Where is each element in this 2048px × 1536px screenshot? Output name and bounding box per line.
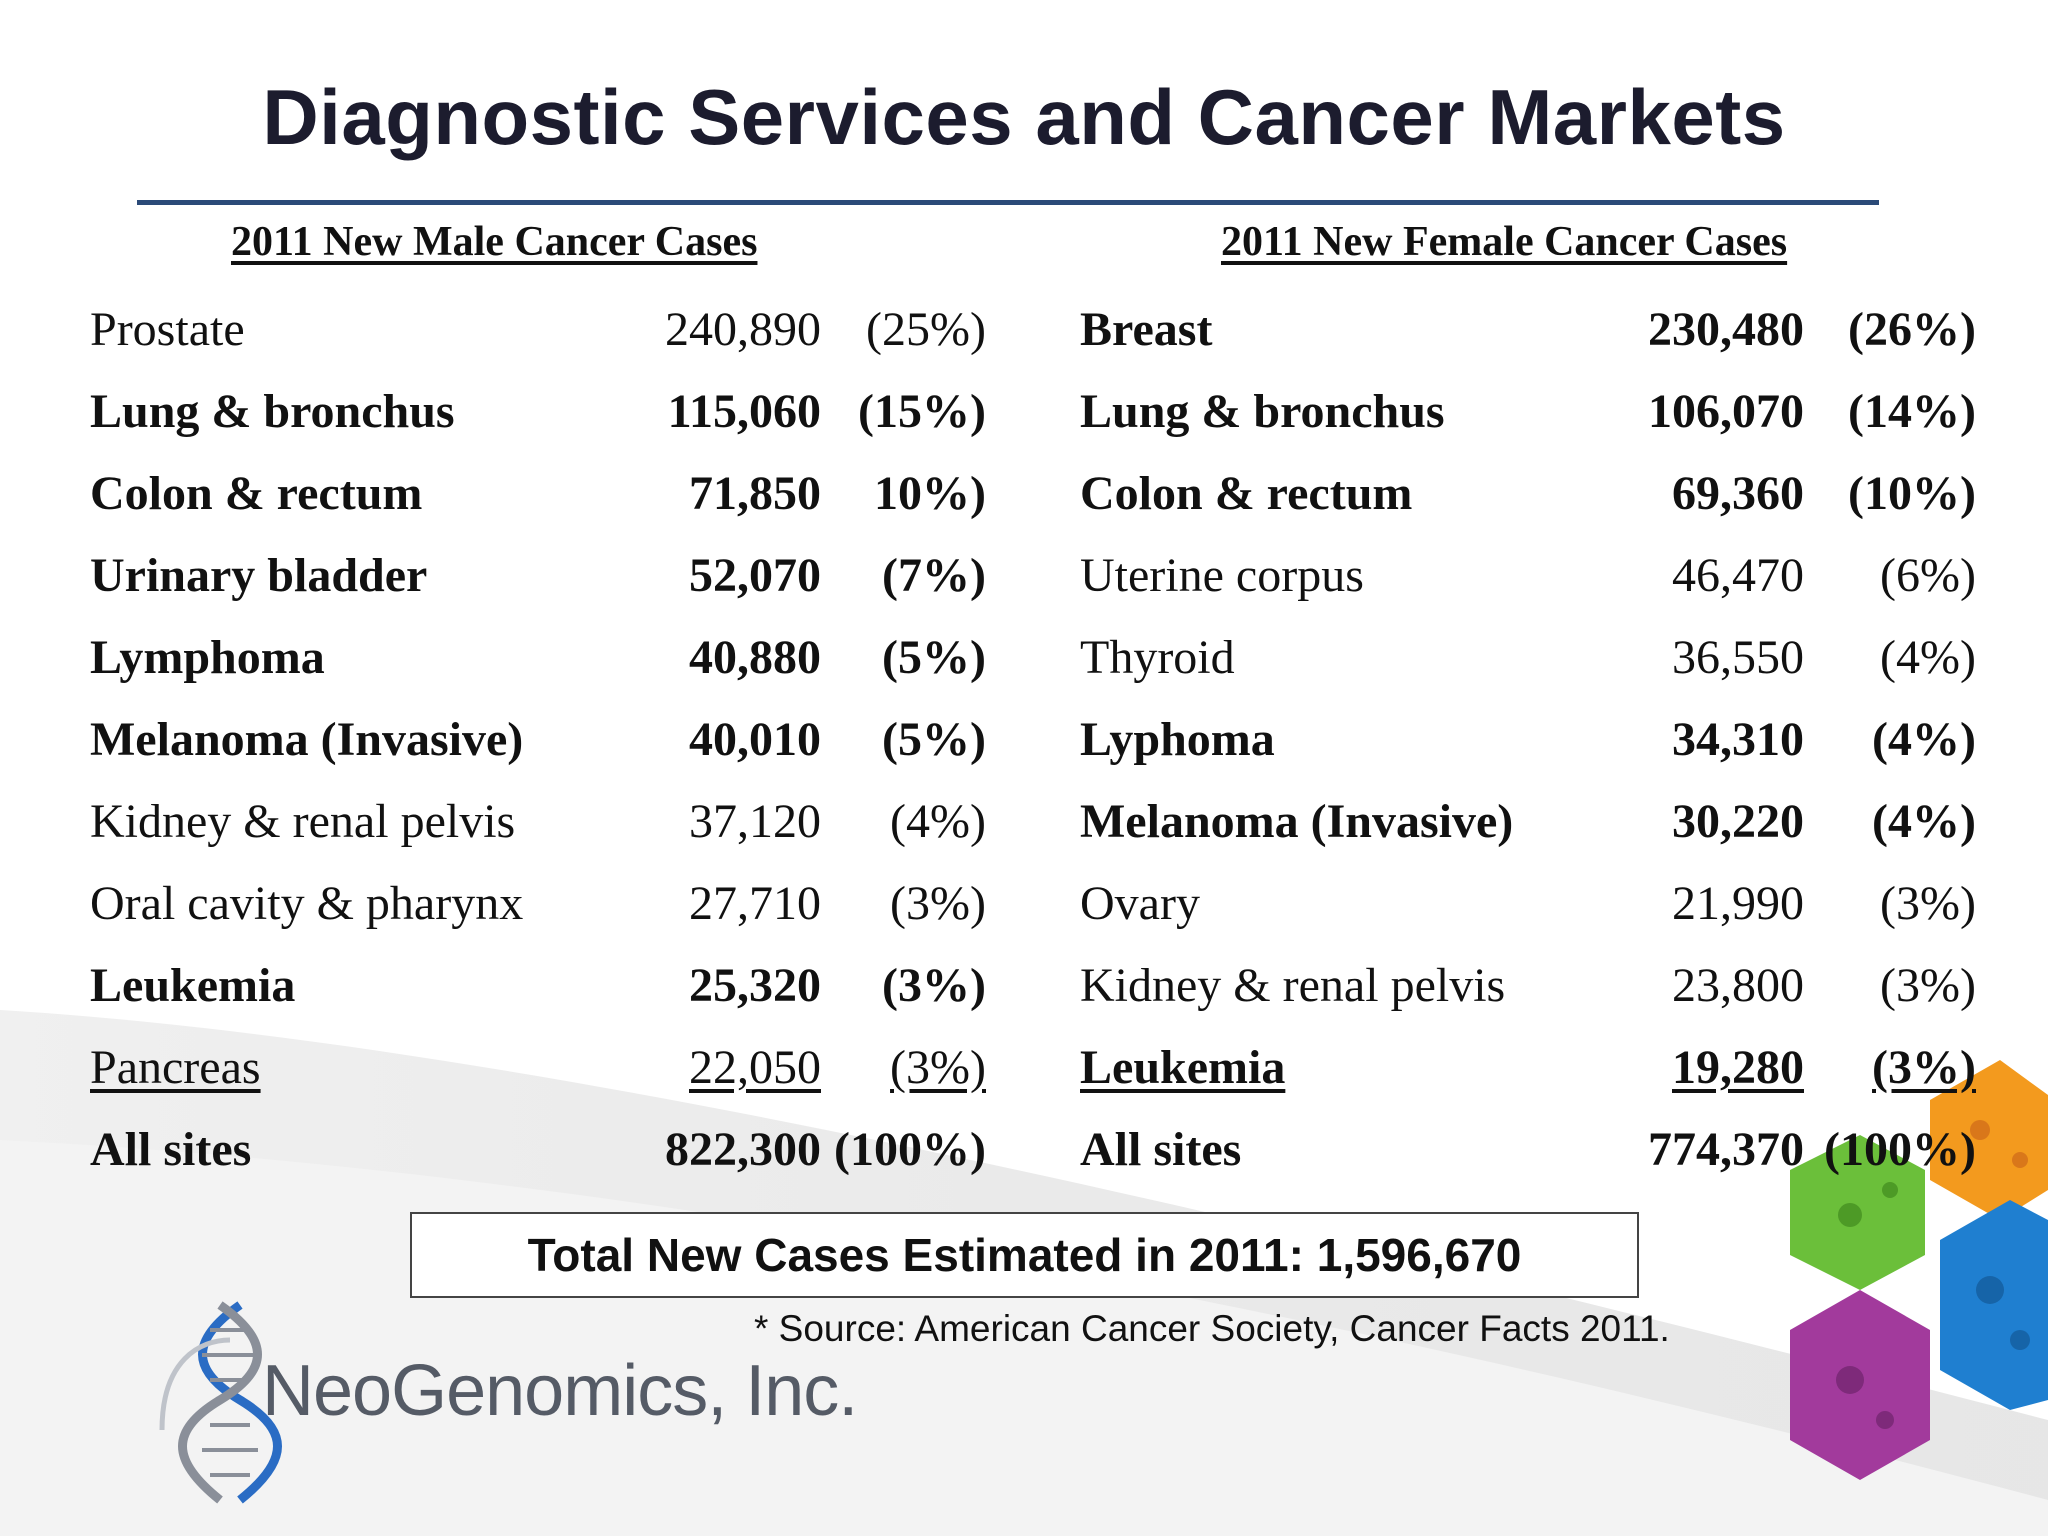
cancer-site-name: Uterine corpus xyxy=(1080,549,1364,602)
cancer-site-name: Lymphoma xyxy=(90,631,325,684)
case-percent: (100%) xyxy=(834,1123,986,1176)
case-percent: (3%) xyxy=(1880,877,1976,930)
case-percent: 10%) xyxy=(874,467,986,520)
case-percent: (3%) xyxy=(1880,959,1976,1012)
case-count: 34,310 xyxy=(1672,713,1804,766)
cancer-site-name: All sites xyxy=(90,1123,252,1176)
cancer-site-name: Prostate xyxy=(90,303,245,356)
case-count: 774,370 xyxy=(1648,1123,1804,1176)
female-table-row: Lung & bronchus 106,070 (14%) xyxy=(1080,384,1976,444)
case-count: 52,070 xyxy=(689,549,821,602)
cancer-site-name: Ovary xyxy=(1080,877,1200,930)
cancer-site-name: Lyphoma xyxy=(1080,713,1275,766)
male-table-row: Lung & bronchus 115,060 (15%) xyxy=(90,384,986,444)
cancer-site-name: Colon & rectum xyxy=(90,467,423,520)
cancer-site-name: Breast xyxy=(1080,303,1213,356)
male-table-row: Leukemia 25,320 (3%) xyxy=(90,958,986,1018)
cancer-site-name: Leukemia xyxy=(1080,1041,1286,1094)
case-count: 40,010 xyxy=(689,713,821,766)
female-table-row: Kidney & renal pelvis 23,800 (3%) xyxy=(1080,958,1976,1018)
case-percent: (6%) xyxy=(1880,549,1976,602)
case-percent: (4%) xyxy=(1880,631,1976,684)
female-table-row: Lyphoma 34,310 (4%) xyxy=(1080,712,1976,772)
cell-hexagons-graphic xyxy=(1790,1060,2048,1480)
case-percent: (3%) xyxy=(1872,1041,1976,1094)
case-count: 19,280 xyxy=(1672,1041,1804,1094)
source-note: * Source: American Cancer Society, Cance… xyxy=(754,1308,1670,1349)
case-count: 22,050 xyxy=(689,1041,821,1094)
cancer-site-name: Colon & rectum xyxy=(1080,467,1413,520)
female-table-row: Leukemia 19,280 (3%) xyxy=(1080,1040,1976,1100)
cancer-site-name: Oral cavity & pharynx xyxy=(90,877,524,930)
male-heading: 2011 New Male Cancer Cases xyxy=(231,219,758,265)
case-percent: (4%) xyxy=(1872,795,1976,848)
female-table-row: Thyroid 36,550 (4%) xyxy=(1080,630,1976,690)
case-count: 36,550 xyxy=(1672,631,1804,684)
female-table-row: Breast 230,480 (26%) xyxy=(1080,302,1976,362)
case-percent: (4%) xyxy=(890,795,986,848)
male-table-row: Kidney & renal pelvis 37,120 (4%) xyxy=(90,794,986,854)
male-table-row: All sites 822,300 (100%) xyxy=(90,1122,986,1182)
case-percent: (15%) xyxy=(858,385,986,438)
cancer-site-name: Urinary bladder xyxy=(90,549,428,602)
cancer-site-name: Lung & bronchus xyxy=(90,385,455,438)
male-table-row: Pancreas 22,050 (3%) xyxy=(90,1040,986,1100)
case-count: 27,710 xyxy=(689,877,821,930)
cancer-site-name: Lung & bronchus xyxy=(1080,385,1445,438)
case-count: 30,220 xyxy=(1672,795,1804,848)
case-percent: (3%) xyxy=(890,1041,986,1094)
cancer-site-name: Thyroid xyxy=(1080,631,1235,684)
case-count: 822,300 xyxy=(665,1123,821,1176)
page-title: Diagnostic Services and Cancer Markets xyxy=(262,73,1786,161)
case-count: 71,850 xyxy=(689,467,821,520)
case-count: 69,360 xyxy=(1672,467,1804,520)
case-percent: (100%) xyxy=(1824,1123,1976,1176)
female-table-row: Colon & rectum 69,360 (10%) xyxy=(1080,466,1976,526)
male-table-row: Prostate 240,890 (25%) xyxy=(90,302,986,362)
case-count: 21,990 xyxy=(1672,877,1804,930)
female-table-row: Uterine corpus 46,470 (6%) xyxy=(1080,548,1976,608)
case-count: 230,480 xyxy=(1648,303,1804,356)
case-percent: (3%) xyxy=(890,877,986,930)
cancer-site-name: Melanoma (Invasive) xyxy=(90,713,524,766)
case-count: 25,320 xyxy=(689,959,821,1012)
female-table-row: All sites 774,370 (100%) xyxy=(1080,1122,1976,1182)
case-percent: (10%) xyxy=(1848,467,1976,520)
dna-helix-icon xyxy=(159,1301,282,1504)
case-count: 240,890 xyxy=(665,303,821,356)
case-percent: (3%) xyxy=(882,959,986,1012)
cancer-site-name: Kidney & renal pelvis xyxy=(1080,959,1506,1012)
female-heading: 2011 New Female Cancer Cases xyxy=(1221,219,1788,265)
total-cases-box: Total New Cases Estimated in 2011: 1,596… xyxy=(410,1212,1639,1298)
male-table-row: Colon & rectum 71,850 10%) xyxy=(90,466,986,526)
cancer-site-name: Kidney & renal pelvis xyxy=(90,795,516,848)
title-divider xyxy=(137,200,1879,205)
male-table-row: Melanoma (Invasive) 40,010 (5%) xyxy=(90,712,986,772)
case-count: 37,120 xyxy=(689,795,821,848)
case-percent: (5%) xyxy=(882,631,986,684)
cancer-site-name: All sites xyxy=(1080,1123,1242,1176)
case-percent: (5%) xyxy=(882,713,986,766)
case-percent: (25%) xyxy=(866,303,986,356)
company-logo-text: NeoGenomics, Inc. xyxy=(262,1351,858,1431)
female-table-row: Ovary 21,990 (3%) xyxy=(1080,876,1976,936)
male-table-row: Oral cavity & pharynx 27,710 (3%) xyxy=(90,876,986,936)
case-count: 106,070 xyxy=(1648,385,1804,438)
cancer-site-name: Melanoma (Invasive) xyxy=(1080,795,1514,848)
case-percent: (7%) xyxy=(882,549,986,602)
female-table-row: Melanoma (Invasive) 30,220 (4%) xyxy=(1080,794,1976,854)
case-count: 46,470 xyxy=(1672,549,1804,602)
case-percent: (4%) xyxy=(1872,713,1976,766)
male-table-row: Urinary bladder 52,070 (7%) xyxy=(90,548,986,608)
case-count: 23,800 xyxy=(1672,959,1804,1012)
case-percent: (14%) xyxy=(1848,385,1976,438)
male-table-row: Lymphoma 40,880 (5%) xyxy=(90,630,986,690)
case-count: 115,060 xyxy=(667,385,821,438)
cancer-site-name: Leukemia xyxy=(90,959,296,1012)
case-percent: (26%) xyxy=(1848,303,1976,356)
cancer-site-name: Pancreas xyxy=(90,1041,261,1094)
case-count: 40,880 xyxy=(689,631,821,684)
